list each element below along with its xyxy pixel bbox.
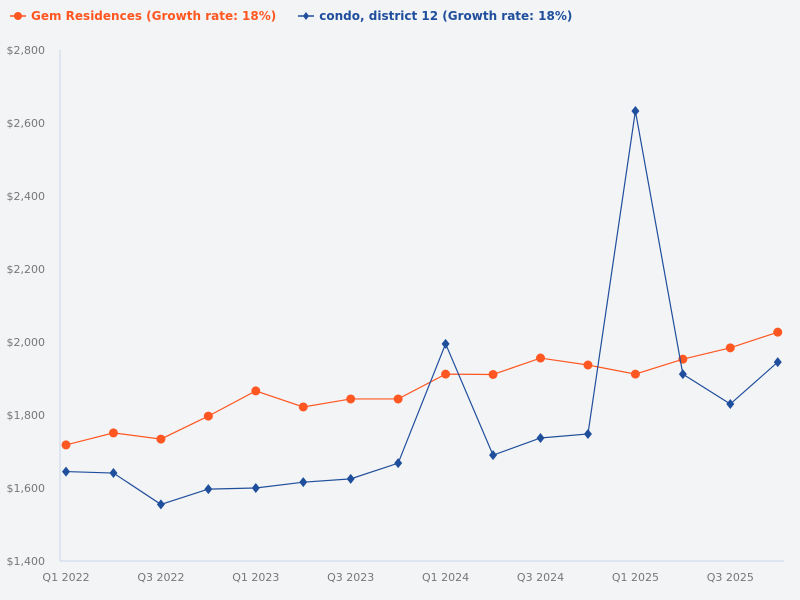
- data-point: [156, 499, 165, 510]
- data-point: [678, 369, 687, 380]
- data-point: [62, 466, 70, 477]
- data-point: [394, 458, 403, 469]
- data-point: [251, 386, 261, 396]
- circle-marker-icon: [10, 12, 26, 20]
- series-line-0: [65, 331, 778, 446]
- x-tick-label: Q1 2023: [232, 571, 279, 584]
- series-line-1: [65, 110, 779, 506]
- data-point: [583, 428, 592, 439]
- data-point: [108, 428, 118, 438]
- y-tick-label: $2,000: [7, 336, 46, 349]
- data-point: [251, 483, 260, 493]
- x-tick-label: Q3 2023: [327, 571, 374, 584]
- x-tick-label: Q3 2024: [517, 571, 564, 584]
- data-point: [156, 434, 166, 444]
- legend-item-condo-district-12[interactable]: condo, district 12 (Growth rate: 18%): [298, 9, 572, 23]
- x-tick-label: Q1 2022: [42, 571, 89, 584]
- diamond-marker-icon: [298, 12, 315, 20]
- data-point: [773, 327, 783, 337]
- data-point: [61, 440, 71, 450]
- data-point: [726, 399, 735, 410]
- y-tick-label: $1,400: [7, 555, 46, 568]
- data-point: [299, 477, 308, 488]
- data-point: [393, 394, 403, 404]
- x-tick-label: Q1 2025: [612, 571, 659, 584]
- data-point: [488, 369, 498, 379]
- y-tick-label: $2,600: [7, 117, 46, 130]
- data-point: [631, 105, 640, 116]
- data-point: [583, 360, 593, 370]
- data-point: [203, 411, 213, 421]
- data-point: [109, 468, 118, 479]
- x-tick-label: Q3 2022: [137, 571, 184, 584]
- y-tick-label: $2,200: [7, 263, 46, 276]
- x-tick-label: Q1 2024: [422, 571, 469, 584]
- legend-label: Gem Residences (Growth rate: 18%): [31, 9, 277, 23]
- data-point: [773, 357, 782, 368]
- y-tick-label: $2,400: [7, 190, 46, 203]
- y-tick-label: $2,800: [7, 44, 46, 57]
- data-point: [630, 369, 640, 379]
- data-point: [536, 432, 545, 443]
- data-point: [536, 353, 545, 363]
- data-point: [346, 473, 355, 484]
- data-point: [298, 402, 308, 412]
- legend-item-gem-residences[interactable]: Gem Residences (Growth rate: 18%): [10, 9, 276, 23]
- y-tick-label: $1,600: [7, 482, 46, 495]
- data-point: [489, 450, 498, 461]
- data-point: [725, 343, 735, 353]
- data-point: [204, 484, 213, 495]
- data-point: [346, 394, 356, 404]
- data-point: [441, 369, 451, 379]
- x-tick-label: Q3 2025: [707, 571, 754, 584]
- legend-label: condo, district 12 (Growth rate: 18%): [319, 9, 573, 23]
- y-tick-label: $1,800: [7, 409, 46, 422]
- legend: Gem Residences (Growth rate: 18%) condo,…: [10, 9, 572, 23]
- data-point: [441, 338, 450, 349]
